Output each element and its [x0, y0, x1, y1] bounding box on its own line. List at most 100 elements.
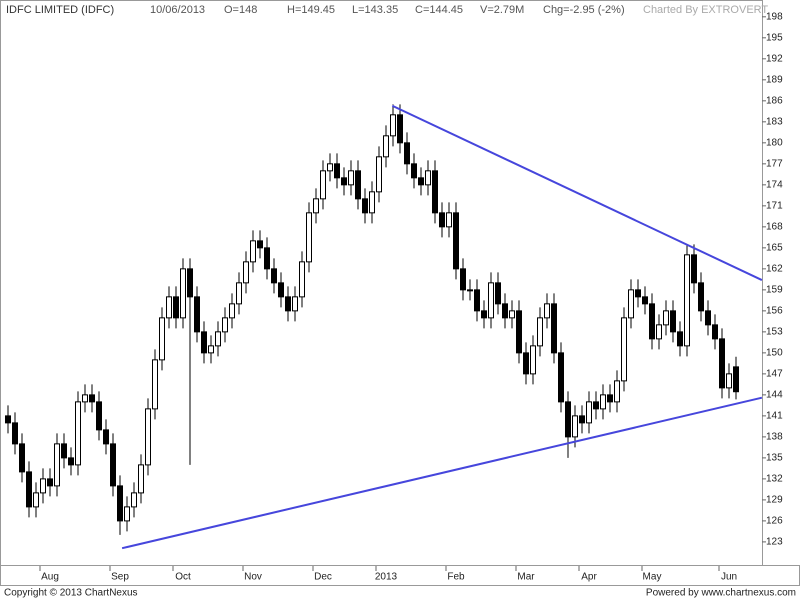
header-field: 10/06/2013 [150, 4, 205, 16]
candle-body [243, 261, 249, 284]
candle-body [285, 296, 291, 312]
candle-body [12, 422, 18, 445]
candle-body [726, 373, 732, 389]
x-tick-label: Dec [314, 572, 332, 583]
trend-line [391, 104, 763, 281]
candle-body [537, 317, 543, 347]
y-tick-label: 150 [766, 348, 783, 359]
candle-body [306, 212, 312, 263]
candle-body [649, 303, 655, 340]
candle-body [96, 401, 102, 431]
candle-body [222, 317, 228, 333]
candle-body [166, 296, 172, 319]
candle-body [614, 380, 620, 403]
candle-body [138, 464, 144, 494]
y-tick-label: 171 [766, 200, 783, 211]
candle-body [565, 401, 571, 438]
candle-body [103, 429, 109, 445]
y-tick-label: 189 [766, 74, 783, 85]
candle-body [292, 296, 298, 312]
candle-body [208, 345, 214, 354]
candle-body [250, 240, 256, 263]
y-tick-label: 186 [766, 95, 783, 106]
candle-body [425, 170, 431, 186]
header-field: H=149.45 [287, 4, 335, 16]
x-tick-label: 2013 [375, 572, 398, 583]
header-field: O=148 [224, 4, 257, 16]
y-tick-label: 147 [766, 369, 783, 380]
candle-body [621, 317, 627, 382]
candle-body [509, 310, 515, 319]
candle-body [677, 331, 683, 347]
y-tick-label: 144 [766, 390, 783, 401]
candle-body [502, 303, 508, 319]
candle-body [194, 296, 200, 333]
candle-body [229, 303, 235, 319]
candle-body [698, 282, 704, 312]
candle-body [670, 310, 676, 333]
candle-body [271, 268, 277, 284]
footer-left: Copyright © 2013 ChartNexus [4, 588, 138, 599]
trend-line [121, 396, 763, 550]
x-tick-label: Oct [175, 572, 191, 583]
candle-body [432, 170, 438, 214]
candle-body [215, 331, 221, 347]
candle-body [586, 401, 592, 424]
candle-body [544, 303, 550, 319]
candle-body [642, 296, 648, 305]
candle-body [684, 254, 690, 347]
candle-body [26, 471, 32, 508]
candle-body [236, 282, 242, 305]
candle-body [663, 310, 669, 326]
candle-body [572, 415, 578, 438]
candle-body [712, 324, 718, 340]
y-tick-label: 132 [766, 474, 783, 485]
y-tick-label: 183 [766, 116, 783, 127]
x-tick-label: Jun [721, 572, 737, 583]
x-tick-label: Nov [244, 572, 262, 583]
candle-body [376, 156, 382, 193]
x-tick-label: Feb [447, 572, 465, 583]
y-tick-label: 180 [766, 137, 783, 148]
candle-body [467, 289, 473, 292]
candle-body [40, 478, 46, 494]
candle-body [390, 114, 396, 137]
candle-body [733, 366, 739, 393]
candle-body [61, 443, 67, 459]
candle-body [159, 317, 165, 361]
y-tick-label: 174 [766, 179, 783, 190]
candle-body [19, 443, 25, 473]
candle-body [117, 485, 123, 522]
y-tick-label: 165 [766, 242, 783, 253]
y-tick-label: 198 [766, 11, 783, 22]
candle-body [488, 282, 494, 319]
candle-body [75, 401, 81, 466]
candle-body [411, 163, 417, 179]
candle-body [33, 492, 39, 508]
x-tick-label: Apr [581, 572, 597, 583]
candle-body [446, 212, 452, 228]
candle-body [82, 394, 88, 403]
y-tick-label: 138 [766, 432, 783, 443]
y-tick-label: 162 [766, 263, 783, 274]
candle-body [530, 345, 536, 375]
candle-body [89, 394, 95, 403]
y-tick-label: 123 [766, 537, 783, 548]
candle-body [257, 240, 263, 249]
footer-right: Powered by www.chartnexus.com [646, 588, 796, 599]
candle-body [397, 114, 403, 144]
y-tick-label: 135 [766, 453, 783, 464]
x-tick-label: Mar [517, 572, 535, 583]
candle-body [369, 191, 375, 214]
candle-body [278, 282, 284, 298]
credit: Charted By EXTROVERT [643, 4, 768, 16]
candle-body [691, 254, 697, 284]
candle-body [439, 212, 445, 228]
candle-body [656, 324, 662, 340]
y-tick-label: 168 [766, 221, 783, 232]
candle-body [593, 401, 599, 410]
candle-body [5, 415, 11, 424]
candle-body [558, 352, 564, 403]
y-tick-label: 156 [766, 305, 783, 316]
candle-body [180, 268, 186, 319]
